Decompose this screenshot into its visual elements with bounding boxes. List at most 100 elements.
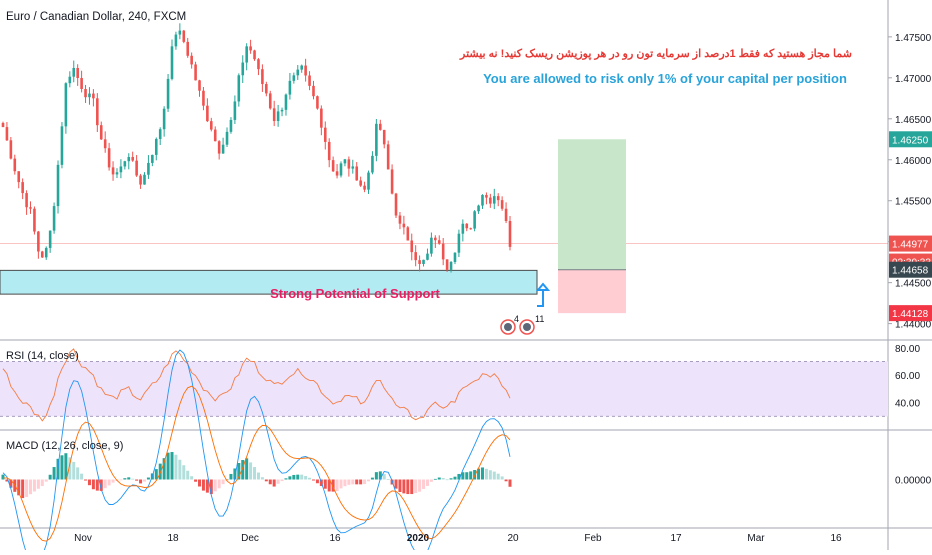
macd-histogram-bar [386,479,390,480]
candle [390,164,394,195]
candle [426,248,429,261]
macd-histogram-bar [139,479,143,484]
macd-histogram-bar [492,471,496,480]
macd-histogram-bar [103,479,107,489]
candle [469,227,472,230]
macd-layer: 0.00000 [1,349,932,555]
macd-histogram-bar [9,479,13,488]
candle [166,74,170,112]
candle-body [379,123,382,130]
candle [382,129,386,149]
candle-body [477,205,480,212]
macd-histogram-bar [288,476,292,480]
macd-histogram-bar [233,468,237,480]
candle-body [96,98,99,126]
candle-body [343,159,347,164]
candle [367,170,370,194]
candle [96,93,99,132]
candle-body [320,108,323,128]
candle-body [72,67,76,77]
candle [249,39,252,54]
macd-histogram-bar [367,479,371,482]
candle [500,196,504,211]
candle-body [276,111,280,122]
candle [245,43,248,71]
macd-histogram-bar [17,479,21,496]
macd-histogram-bar [209,479,213,495]
candle [508,215,512,251]
macd-histogram-bar [370,477,374,480]
candle-body [492,196,496,204]
candle [9,136,13,160]
candle [398,211,402,230]
candle [402,215,406,235]
macd-histogram-bar [99,479,103,491]
macd-histogram-bar [162,458,166,480]
macd-histogram-bar [406,479,410,495]
candle-body [115,172,119,175]
candle-body [465,223,469,229]
candle-body [351,166,355,169]
candle [316,95,319,110]
macd-histogram-bar [323,479,327,489]
candle-body [426,253,429,260]
price-tick-label: 1.46000 [895,156,932,167]
candle [17,171,21,189]
macd-histogram-bar [280,479,284,482]
candle-body [449,261,453,270]
macd-histogram-bar [205,479,209,493]
candle [496,193,500,207]
macd-histogram-bar [418,479,422,492]
price-badge [889,131,932,148]
candle-body [347,159,351,169]
macd-histogram-bar [508,479,512,487]
macd-histogram-bar [457,473,461,480]
macd-histogram-bar [249,462,253,480]
candle-body [186,41,190,56]
macd-histogram-bar [95,479,99,491]
candle [72,60,76,83]
position-layer[interactable] [558,139,626,314]
macd-histogram-bar [229,473,233,480]
candle-body [402,223,406,228]
candle-body [154,138,158,155]
candle [190,52,193,69]
macd-histogram-bar [465,472,469,480]
candle-body [225,131,229,145]
macd-histogram-bar [60,455,64,480]
candle-body [253,50,256,60]
candle [320,105,323,136]
symbol-title: Euro / Canadian Dollar, 240, FXCM [6,11,186,23]
macd-histogram-bar [253,467,257,480]
macd-histogram-bar [394,479,398,489]
candle-body [335,171,339,176]
candle-body [103,139,107,149]
price-tick-label: 1.44000 [895,320,932,331]
candle [379,119,382,131]
macd-histogram-bar [72,461,76,480]
candle-body [48,230,52,248]
candle-body [394,193,398,216]
candle-body [206,105,209,122]
macd-histogram-bar [201,479,205,491]
candle [304,58,307,82]
macd-histogram-bar [331,479,335,492]
candle-body [371,155,374,173]
candle-layer[interactable] [1,23,512,273]
candle-body [445,259,449,270]
candle [437,235,441,245]
candle [213,126,217,142]
candle-body [296,69,300,76]
macd-histogram-bar [213,479,217,492]
candle [327,138,331,168]
candle [265,81,268,97]
macd-histogram-bar [91,479,95,490]
candle-body [453,252,457,262]
price-badge-label: 1.44128 [892,309,929,320]
candle [461,219,465,242]
candle [288,72,292,100]
candle [441,237,445,266]
economic-events-icon[interactable]: 4 11 [500,314,544,335]
candle-body [17,171,21,183]
